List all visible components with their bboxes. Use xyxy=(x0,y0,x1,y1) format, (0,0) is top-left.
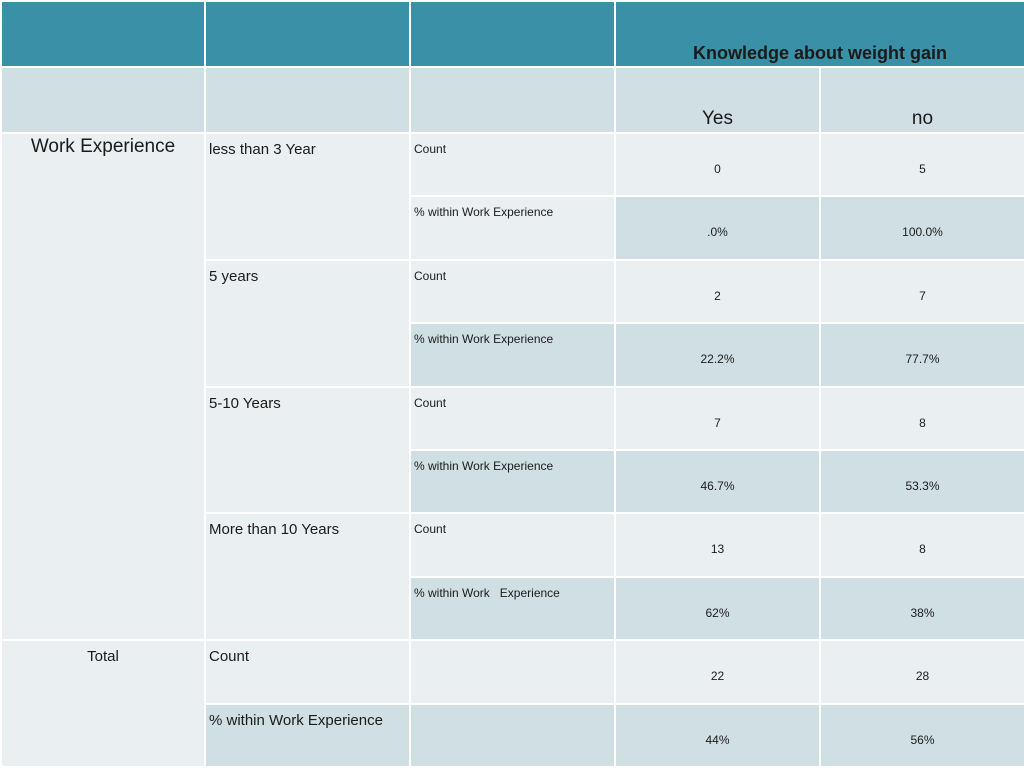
total-pct-no-value: 56% xyxy=(910,732,935,747)
value-cell: 8 xyxy=(819,385,1024,452)
count-no-value: 8 xyxy=(919,415,926,430)
category-label: 5-10 Years xyxy=(209,394,281,412)
pct-yes-value: 46.7% xyxy=(700,479,735,494)
value-cell: 44% xyxy=(614,702,821,768)
row-variable-label: Work Experience xyxy=(30,136,176,158)
subheader-row: Yes no xyxy=(0,65,1024,135)
value-cell: 7 xyxy=(614,385,821,452)
subheader-cell-empty xyxy=(409,65,616,135)
category-cell: less than 3 Year xyxy=(204,132,411,261)
statistic-label: % within Work Experience xyxy=(414,332,554,347)
category-cell: More than 10 Years xyxy=(204,512,411,642)
statistic-label: Count xyxy=(414,395,447,410)
statistic-cell: Count xyxy=(409,512,616,578)
statistic-label: % within Work Experience xyxy=(414,585,560,600)
column-header-no: no xyxy=(819,65,1024,135)
statistic-cell: % within Work Experience xyxy=(409,322,616,388)
total-cell: Total xyxy=(0,639,206,768)
value-cell: 8 xyxy=(819,512,1024,578)
header-cell-empty xyxy=(204,0,411,68)
pct-yes-value: .0% xyxy=(707,225,728,240)
count-yes-value: 7 xyxy=(714,415,721,430)
value-cell: 5 xyxy=(819,132,1024,198)
table-row: 5-10 Years Count 7 8 xyxy=(1,385,1024,515)
category-cell: 5 years xyxy=(204,258,411,388)
total-statistic-cell: Count xyxy=(204,639,411,705)
statistic-cell: Count xyxy=(409,385,616,452)
pct-yes-value: 22.2% xyxy=(700,352,735,367)
statistic-label: Count xyxy=(414,522,447,537)
value-cell: 22.2% xyxy=(614,322,821,388)
value-cell: 2 xyxy=(614,258,821,325)
table-row: % within Work Experience 62% 38% xyxy=(1,575,1024,642)
value-cell: 56% xyxy=(819,702,1024,768)
count-yes-value: 0 xyxy=(714,162,721,177)
table-title: Knowledge about weight gain xyxy=(693,42,947,63)
total-row: Total Count 22 28 xyxy=(0,639,1024,768)
column-header-yes-label: Yes xyxy=(702,108,733,130)
pct-no-value: 100.0% xyxy=(902,225,943,240)
statistic-cell: % within Work Experience xyxy=(409,449,616,515)
statistic-cell: % within Work Experience xyxy=(409,195,616,261)
category-label: less than 3 Year xyxy=(209,141,316,159)
count-no-value: 5 xyxy=(919,162,926,177)
table-row: Work Experience less than 3 Year Count 0… xyxy=(0,132,1024,642)
count-yes-value: 13 xyxy=(710,542,725,557)
header-cell-empty xyxy=(0,0,206,68)
value-cell: 0 xyxy=(614,132,821,198)
header-title-cell: Knowledge about weight gain xyxy=(614,0,1024,68)
count-yes-value: 2 xyxy=(714,288,721,303)
pct-no-value: 53.3% xyxy=(905,479,940,494)
pct-no-value: 38% xyxy=(910,605,935,620)
statistic-label: Count xyxy=(414,142,447,157)
header-cell-empty xyxy=(409,0,616,68)
total-row: % within Work Experience 44% 56% xyxy=(1,702,1024,768)
table-row: % within Work Experience 46.7% 53.3% xyxy=(1,449,1024,515)
value-cell: 28 xyxy=(819,639,1024,705)
value-cell: 22 xyxy=(614,639,821,705)
total-count-yes-value: 22 xyxy=(710,669,725,684)
statistic-cell: % within Work Experience xyxy=(409,575,616,642)
table-row: % within Work Experience .0% 100.0% xyxy=(1,195,1024,261)
column-header-no-label: no xyxy=(911,108,934,130)
row-variable-cell: Work Experience xyxy=(0,132,206,642)
total-statistic-label: Count xyxy=(209,648,250,666)
statistic-label: % within Work Experience xyxy=(414,205,554,220)
total-statistic-label: % within Work Experience xyxy=(209,711,383,729)
value-cell: 53.3% xyxy=(819,449,1024,515)
total-label: Total xyxy=(87,648,119,666)
count-no-value: 7 xyxy=(919,288,926,303)
category-cell: 5-10 Years xyxy=(204,385,411,515)
header-row: Knowledge about weight gain xyxy=(0,0,1024,68)
statistic-cell: Count xyxy=(409,132,616,198)
total-count-no-value: 28 xyxy=(915,669,930,684)
statistic-cell: Count xyxy=(409,258,616,325)
statistic-label: Count xyxy=(414,268,447,283)
column-header-yes: Yes xyxy=(614,65,821,135)
subheader-cell-empty xyxy=(0,65,206,135)
statistic-cell-empty xyxy=(409,639,616,705)
value-cell: 46.7% xyxy=(614,449,821,515)
value-cell: 100.0% xyxy=(819,195,1024,261)
table-row: % within Work Experience 22.2% 77.7% xyxy=(1,322,1024,388)
value-cell: 77.7% xyxy=(819,322,1024,388)
pct-yes-value: 62% xyxy=(705,605,730,620)
category-label: 5 years xyxy=(209,267,259,285)
value-cell: 62% xyxy=(614,575,821,642)
pct-no-value: 77.7% xyxy=(905,352,940,367)
statistic-label: % within Work Experience xyxy=(414,459,554,474)
total-pct-yes-value: 44% xyxy=(705,732,730,747)
table-row: 5 years Count 2 7 xyxy=(1,258,1024,388)
total-statistic-cell: % within Work Experience xyxy=(204,702,411,768)
value-cell: 7 xyxy=(819,258,1024,325)
subheader-cell-empty xyxy=(204,65,411,135)
statistic-cell-empty xyxy=(409,702,616,768)
table-row: More than 10 Years Count 13 8 xyxy=(1,512,1024,642)
value-cell: .0% xyxy=(614,195,821,261)
value-cell: 38% xyxy=(819,575,1024,642)
value-cell: 13 xyxy=(614,512,821,578)
category-label: More than 10 Years xyxy=(209,521,340,539)
count-no-value: 8 xyxy=(919,542,926,557)
